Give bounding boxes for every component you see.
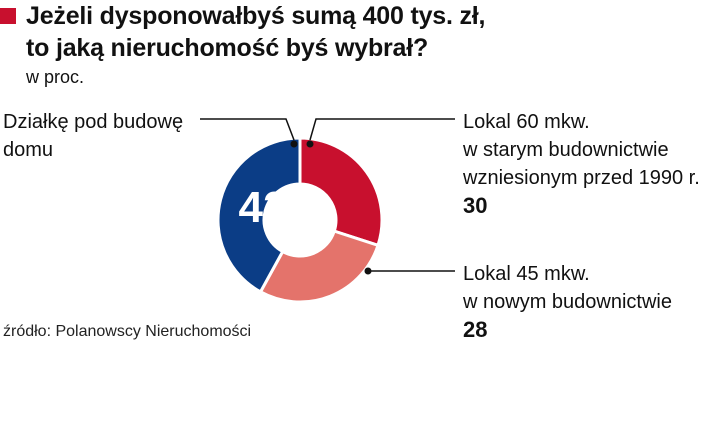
value-nowy: 28 xyxy=(463,317,488,342)
label-stary-line-1: Lokal 60 mkw. xyxy=(463,111,590,133)
source-note: źródło: Polanowscy Nieruchomości xyxy=(3,323,252,340)
leader-stary xyxy=(309,118,455,141)
label-nowy-line-2: w nowym budownictwie xyxy=(463,291,672,313)
label-dzialka-line-1: Działkę pod budowę xyxy=(3,111,184,133)
leader-lines xyxy=(200,118,455,275)
chart-subtitle: w proc. xyxy=(26,67,85,87)
label-nowy: Lokal 45 mkw. w nowym budownictwie 28 xyxy=(463,260,672,344)
title-marker xyxy=(0,8,16,24)
leader-stary-dot xyxy=(306,140,314,148)
slice-stary xyxy=(298,136,384,248)
slice-nowy xyxy=(258,229,380,304)
label-nowy-line-1: Lokal 45 mkw. xyxy=(463,263,590,285)
inner-value-label: 42 xyxy=(239,183,288,232)
title-line-1: Jeżeli dysponowałbyś sumą 400 tys. zł, xyxy=(26,2,486,30)
title-line-2: to jaką nieruchomość byś wybrał? xyxy=(26,34,429,62)
label-stary-line-2: w starym budownictwie xyxy=(463,139,669,161)
leader-dzialka-dot xyxy=(290,140,298,148)
label-stary-line-3: wzniesionym przed 1990 r. xyxy=(463,167,700,189)
leader-nowy-dot xyxy=(364,267,372,275)
slice-dzialka xyxy=(216,136,302,294)
chart-title: Jeżeli dysponowałbyś sumą 400 tys. zł, t… xyxy=(26,0,485,64)
value-stary: 30 xyxy=(463,193,488,218)
leader-dzialka xyxy=(200,118,295,141)
label-dzialka: Działkę pod budowę domu xyxy=(3,108,183,164)
label-dzialka-line-2: domu xyxy=(3,139,54,161)
donut-slices xyxy=(216,136,384,304)
label-stary: Lokal 60 mkw. w starym budownictwie wzni… xyxy=(463,108,700,220)
